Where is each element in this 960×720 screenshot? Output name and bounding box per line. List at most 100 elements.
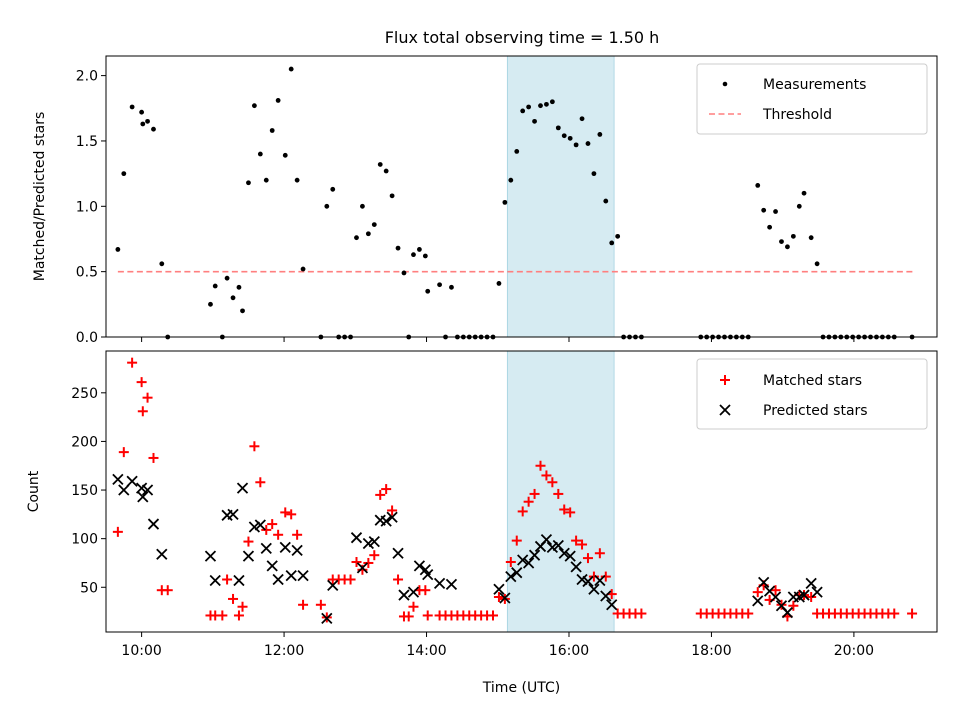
matched-star-point: [237, 601, 248, 612]
measurement-point: [269, 128, 275, 133]
measurement-point: [814, 261, 820, 267]
predicted-star-point: [505, 570, 517, 583]
observing-window-band: [506, 55, 615, 338]
y-tick-label: 1.0: [76, 199, 98, 215]
legend-threshold-label: Threshold: [762, 107, 832, 123]
marker-stroke: [522, 557, 535, 569]
predicted-star-point: [266, 560, 278, 572]
matched-star-point: [420, 585, 431, 596]
top-y-axis: 0.0 0.5 1.0 1.5 2.0: [76, 69, 106, 346]
measurement-point: [790, 233, 796, 239]
predicted-star-point: [156, 548, 168, 560]
measurement-point: [145, 118, 150, 124]
marker-stroke: [321, 612, 333, 625]
legend-measurements-label: Measurements: [763, 77, 866, 93]
predicted-star-point: [368, 535, 380, 548]
predicted-star-point: [321, 612, 333, 625]
matched-star-point: [493, 591, 504, 602]
predicted-star-point: [594, 574, 606, 587]
predicted-star-point: [137, 491, 149, 503]
matched-star-point: [422, 610, 433, 621]
measurement-point: [808, 235, 814, 241]
matched-star-point: [752, 587, 763, 598]
measurement-point: [561, 133, 567, 139]
matched-star-point: [582, 553, 593, 564]
measurement-point: [377, 162, 383, 167]
matched-star-point: [286, 509, 297, 520]
predicted-star-point: [564, 550, 576, 562]
marker-stroke: [297, 569, 309, 582]
marker-stroke: [233, 574, 245, 587]
top-axes-frame: [105, 55, 938, 338]
marker-stroke: [407, 586, 420, 598]
measurement-point: [785, 244, 790, 250]
predicted-star-point: [517, 554, 529, 566]
predicted-star-point: [570, 561, 582, 573]
predicted-star-point: [285, 569, 297, 582]
matched-star-point: [636, 608, 647, 619]
marker-stroke: [236, 482, 249, 494]
marker-stroke: [582, 575, 594, 588]
measurement-point: [761, 207, 767, 213]
marker-stroke: [570, 561, 582, 573]
measurement-point: [567, 135, 573, 141]
matched-star-point: [292, 529, 303, 540]
matched-star-point: [142, 392, 153, 403]
marker-stroke: [156, 548, 168, 560]
marker-stroke: [204, 550, 217, 562]
matched-star-point: [571, 535, 582, 546]
predicted-star-point: [392, 547, 404, 559]
matched-star-point: [511, 535, 522, 546]
matched-star-point: [222, 574, 233, 585]
measurement-point: [597, 132, 603, 137]
measurement-point: [330, 186, 336, 192]
marker-stroke: [356, 562, 369, 574]
bottom-y-axis: 50 100 150 200 250: [71, 386, 106, 596]
marker-stroke: [137, 491, 149, 503]
matched-star-point: [806, 591, 817, 602]
marker-stroke: [511, 567, 523, 579]
matched-star-point: [137, 406, 148, 417]
marker-stroke: [769, 591, 782, 603]
marker-stroke: [254, 519, 266, 531]
predicted-star-point: [242, 550, 255, 562]
y-tick-label: 2.0: [76, 69, 98, 85]
chart-title: Flux total observing time = 1.50 h: [385, 28, 660, 47]
measurement-point: [251, 103, 257, 109]
predicted-star-point: [588, 583, 600, 595]
matched-star-point: [393, 574, 404, 585]
measurement-point: [383, 168, 389, 174]
measurement-point: [538, 103, 543, 109]
x-tick-label: 16:00: [549, 643, 589, 659]
measurement-point: [401, 270, 407, 276]
matched-star-point: [559, 504, 570, 515]
predicted-star-point: [126, 475, 138, 487]
marker-stroke: [558, 547, 570, 559]
marker-stroke: [493, 583, 505, 595]
marker-stroke: [419, 564, 431, 576]
measurement-point: [508, 177, 514, 183]
predicted-star-point: [540, 533, 553, 546]
marker-stroke: [540, 533, 553, 546]
measurement-point: [354, 235, 359, 241]
legend-matched-marker: [720, 375, 730, 385]
measurement-point: [573, 142, 579, 148]
predicted-star-point: [147, 518, 160, 530]
marker-stroke: [763, 585, 776, 597]
predicted-star-point: [209, 574, 221, 587]
marker-stroke: [118, 484, 130, 496]
legend-marker: [719, 404, 731, 416]
matched-star-point: [315, 599, 326, 610]
matched-star-point: [743, 608, 754, 619]
marker-stroke: [398, 589, 410, 601]
matched-star-point: [249, 441, 260, 452]
predicted-star-point: [798, 589, 810, 601]
marker-stroke: [266, 560, 278, 572]
predicted-star-point: [356, 562, 369, 574]
measurement-point: [520, 108, 526, 114]
matched-star-point: [889, 608, 900, 619]
matched-star-point: [243, 536, 254, 547]
marker-stroke: [279, 541, 291, 554]
matched-star-point: [541, 470, 552, 481]
